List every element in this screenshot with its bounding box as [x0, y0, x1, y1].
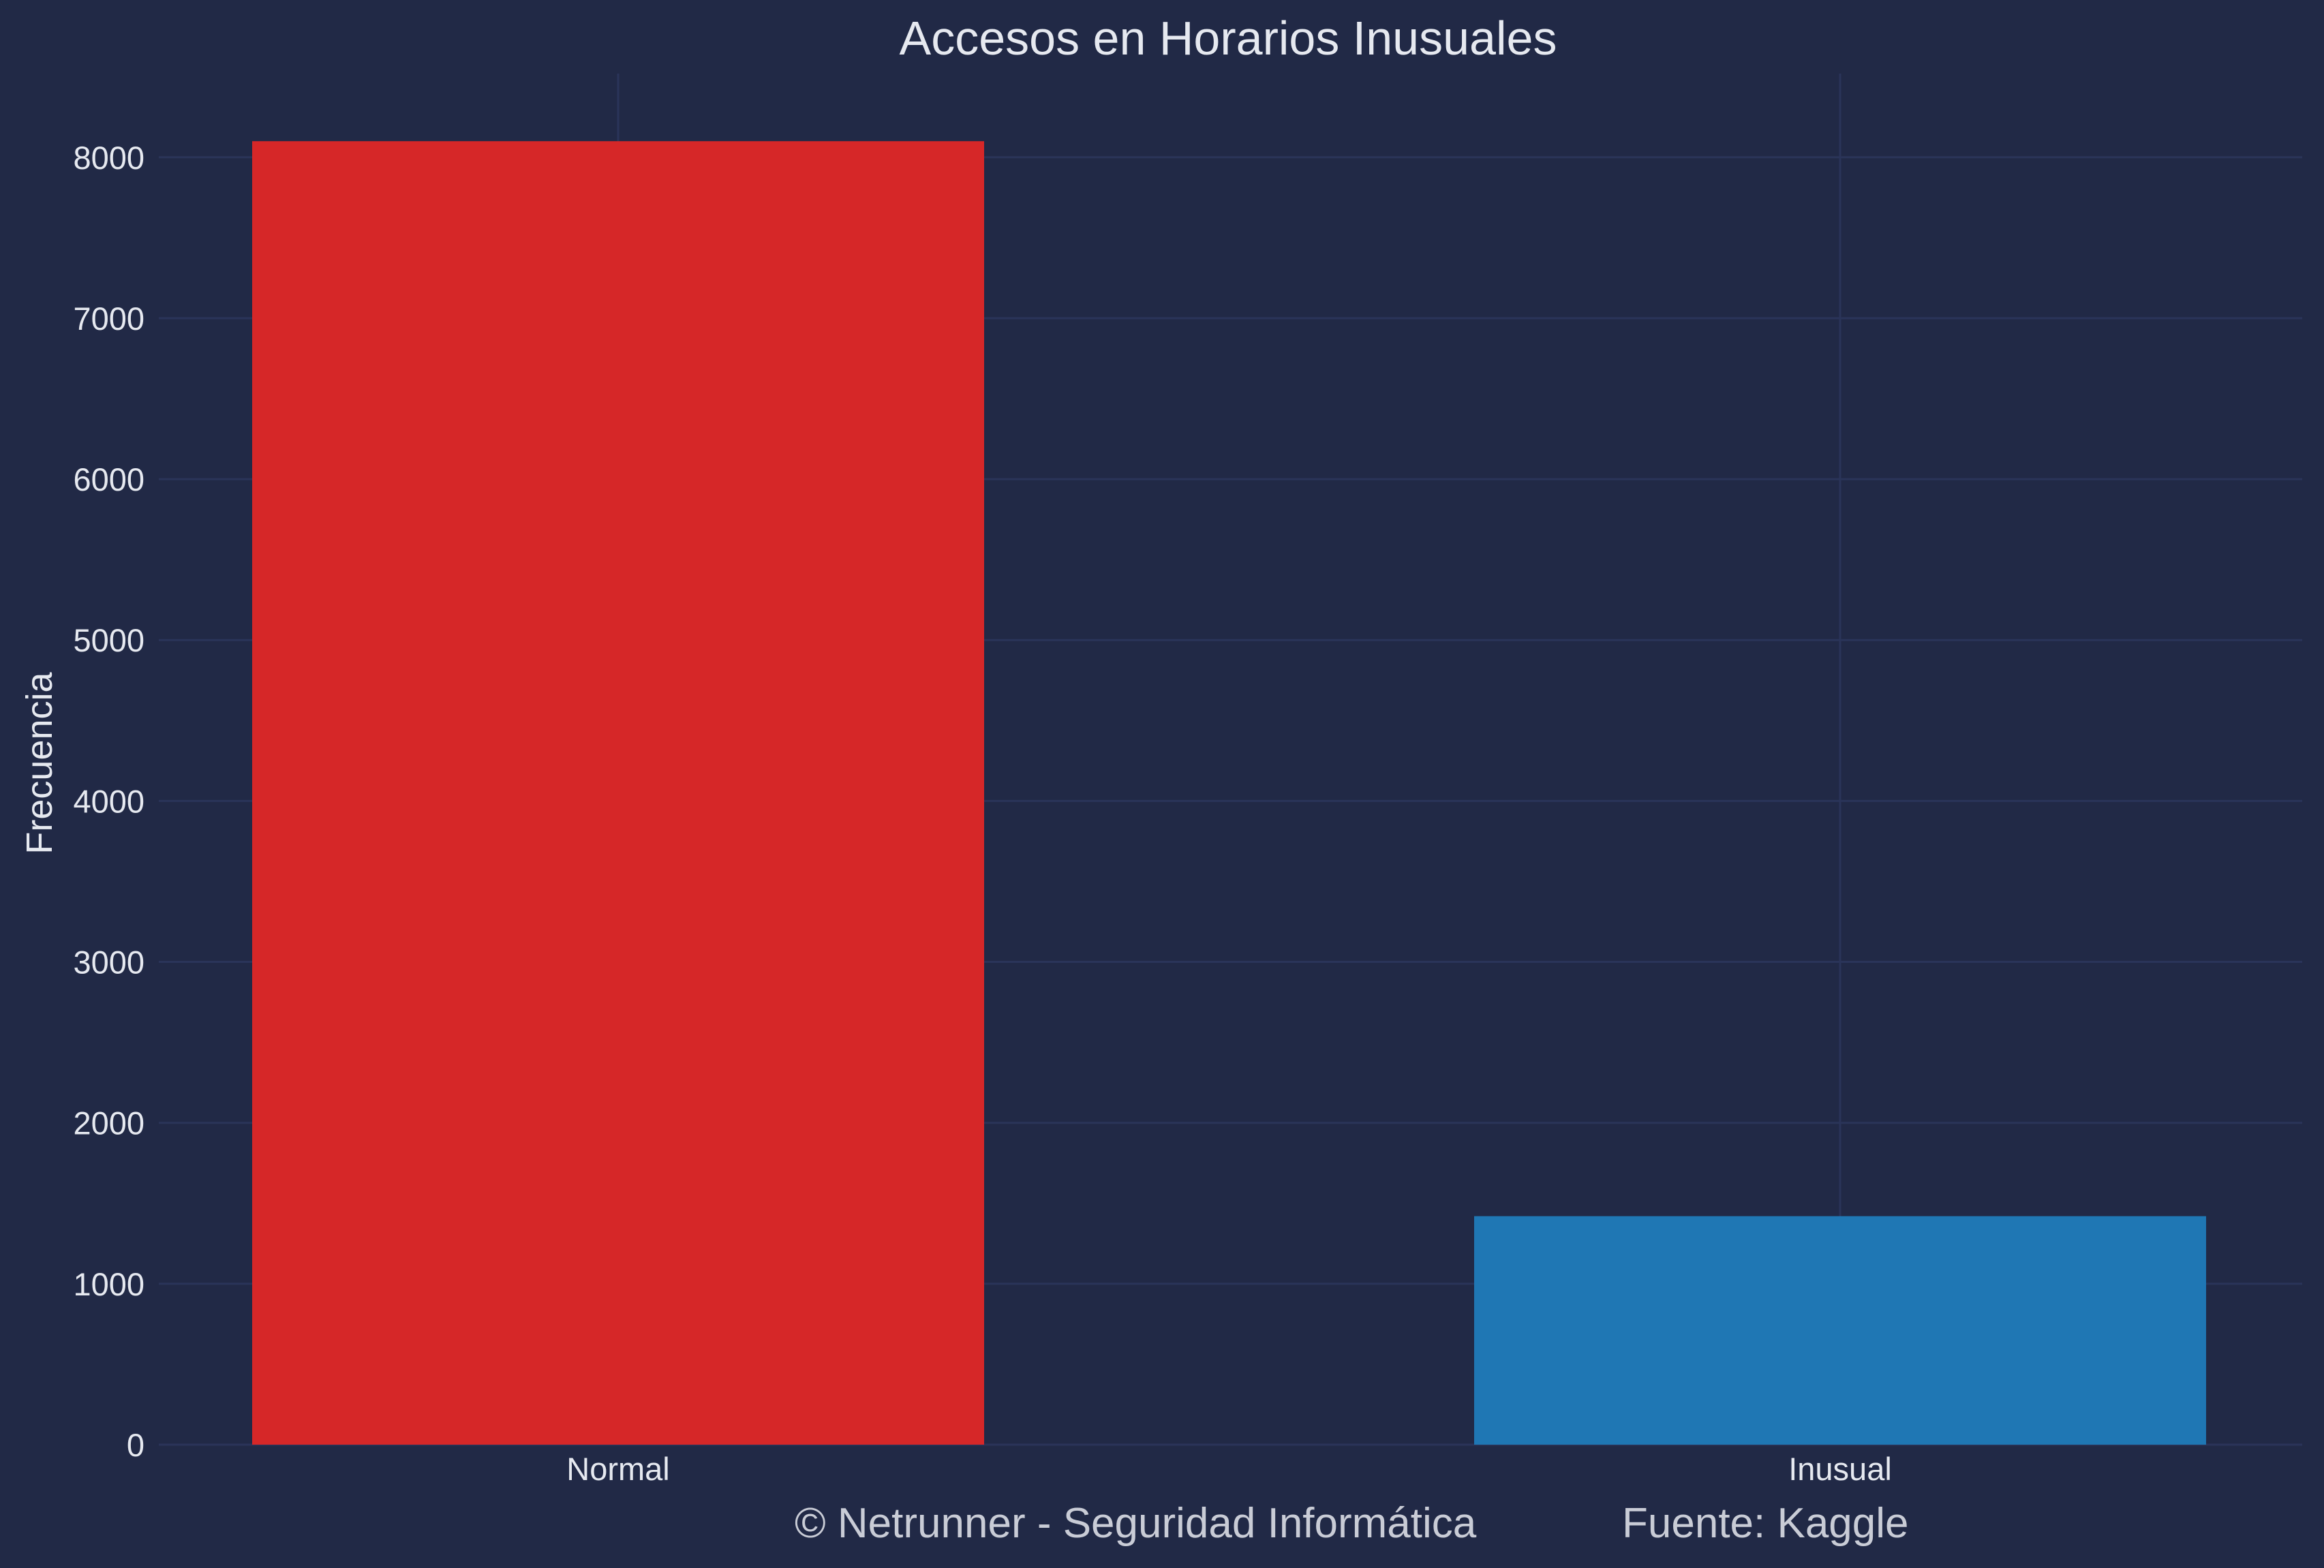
y-tick-labels: 0 1000 2000 3000 4000 5000 6000 7000 8000 [73, 140, 144, 1463]
footer-source: Fuente: Kaggle [1622, 1500, 1909, 1547]
y-tick-label: 5000 [73, 622, 144, 658]
bars [252, 141, 2206, 1445]
y-axis-label: Frecuencia [19, 671, 60, 854]
footer-copyright: © Netrunner - Seguridad Informática [795, 1500, 1477, 1547]
y-tick-label: 1000 [73, 1266, 144, 1302]
y-tick-label: 4000 [73, 783, 144, 819]
x-tick-label: Inusual [1788, 1451, 1892, 1487]
y-tick-label: 8000 [73, 140, 144, 176]
bar-inusual [1474, 1216, 2206, 1445]
y-tick-label: 6000 [73, 461, 144, 497]
bar-normal [252, 141, 984, 1445]
y-tick-label: 3000 [73, 944, 144, 981]
y-tick-label: 7000 [73, 301, 144, 337]
x-tick-label: Normal [566, 1451, 669, 1487]
x-tick-labels: Normal Inusual [566, 1451, 1892, 1487]
y-tick-label: 2000 [73, 1105, 144, 1141]
chart-title: Accesos en Horarios Inusuales [900, 12, 1557, 65]
y-tick-label: 0 [127, 1427, 144, 1463]
